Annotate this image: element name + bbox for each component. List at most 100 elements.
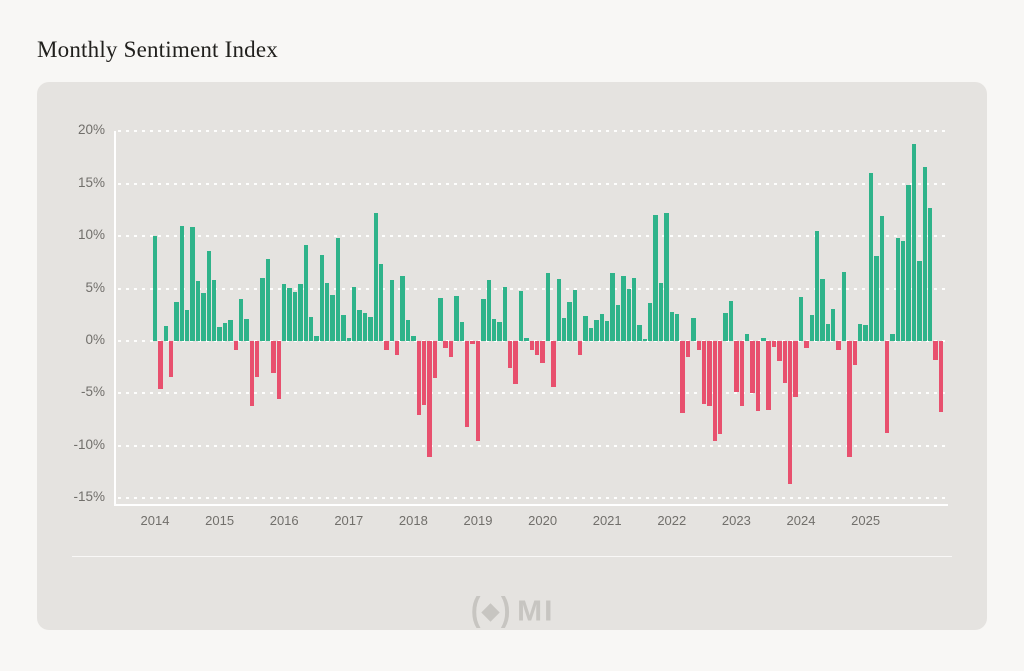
bar [755,341,761,412]
bar [922,167,927,341]
bar [163,326,168,341]
bar [454,295,459,341]
y-axis-label: 0% [85,332,105,347]
bar [395,341,400,355]
bar [879,216,884,341]
bar [626,288,631,341]
bar [938,341,944,413]
bar [868,173,874,341]
bar [696,341,701,351]
bar [470,341,475,345]
y-axis-label: 10% [77,227,105,243]
bar [287,287,292,341]
bar [421,341,427,405]
gridline-15% [118,182,947,185]
bar [314,335,319,341]
bar [346,337,351,341]
bar [911,143,917,341]
bar [158,341,163,390]
bar [831,308,836,341]
y-axis-label: 15% [77,174,105,190]
bar [540,341,545,363]
bar [497,322,502,341]
bar [658,283,664,341]
bar [691,317,696,341]
bar [561,317,567,341]
bar [782,341,788,383]
bar [664,213,669,341]
bar [642,338,648,341]
bar [265,259,271,341]
bar [578,341,583,355]
x-axis-line [114,504,948,506]
brand-logo: ( ) MI [37,593,987,630]
bar [508,341,513,369]
bar [255,341,260,377]
gridline-5% [118,287,947,290]
bar [884,341,890,434]
bar [308,316,314,341]
bar [685,341,691,357]
x-axis-label-2019: 2019 [463,513,493,528]
bar [825,324,831,341]
x-axis-label-2018: 2018 [398,513,428,528]
bar [292,291,298,341]
bar [858,324,863,341]
bar [836,341,841,351]
bar [927,207,933,341]
bar [411,335,416,341]
bar [427,341,432,458]
bar [201,292,206,341]
y-axis-label: 20% [77,122,105,138]
bar [551,341,556,388]
bar [206,250,212,341]
bar [341,314,346,341]
bar [890,333,895,341]
bar [777,341,782,361]
bar [680,341,685,414]
bar [761,337,766,341]
bar [669,311,674,341]
bar [368,316,373,341]
bar [330,294,335,341]
bar [906,184,911,341]
bar [400,276,405,341]
bar [481,299,486,341]
bar [610,272,615,341]
plot-area: 20% 15% 10% 5% 0% -5% -10% -15% 2014 2015 2016 2017… [37,82,987,630]
bar [491,318,497,341]
bar [788,341,793,484]
gridline-10% [118,235,947,238]
bar [901,241,906,341]
bar [841,271,847,341]
bar [766,341,771,411]
gridline-20% [118,130,947,133]
bar [298,284,303,341]
x-axis-label-2025: 2025 [851,513,881,528]
x-axis-label-2023: 2023 [721,513,751,528]
bar [443,341,448,349]
bar [465,341,470,427]
bar [648,303,653,341]
bar [874,256,879,341]
bar [820,279,825,341]
bar [588,328,594,341]
bar [707,341,712,406]
bar [351,286,357,341]
page-title: Monthly Sentiment Index [37,37,278,63]
bar [212,280,217,341]
logo-text: MI [517,595,555,628]
gridline--5% [118,392,947,395]
bar [847,341,852,458]
bar [895,238,901,341]
bar [179,225,185,341]
y-axis-line [114,131,116,505]
bar [793,341,798,397]
bar [238,299,244,341]
bar [674,313,680,341]
bar [718,341,723,435]
bar [405,320,411,341]
bar [378,264,384,341]
bar [389,280,395,341]
bar [271,341,276,374]
